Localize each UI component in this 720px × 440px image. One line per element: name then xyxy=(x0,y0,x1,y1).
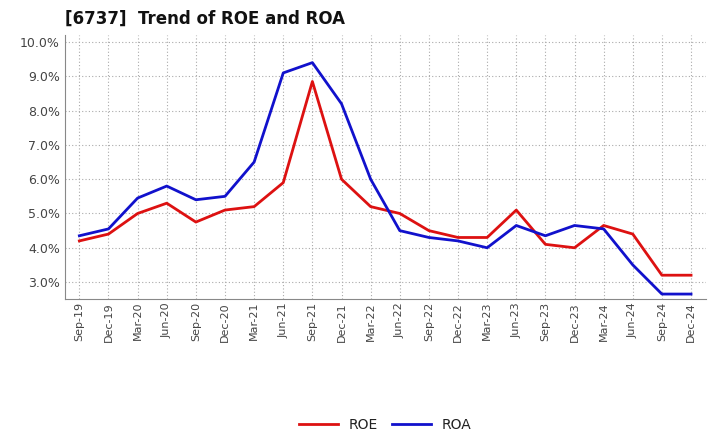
ROE xyxy=(599,223,608,228)
Line: ROE: ROE xyxy=(79,81,691,275)
ROA xyxy=(220,194,229,199)
ROA xyxy=(629,262,637,268)
ROE xyxy=(687,272,696,278)
ROE xyxy=(395,211,404,216)
ROE xyxy=(250,204,258,209)
ROA xyxy=(279,70,287,76)
ROA xyxy=(570,223,579,228)
ROE xyxy=(570,245,579,250)
ROA xyxy=(308,60,317,65)
ROA xyxy=(483,245,492,250)
ROE xyxy=(192,220,200,225)
ROA xyxy=(395,228,404,233)
ROA xyxy=(425,235,433,240)
ROE xyxy=(425,228,433,233)
ROE xyxy=(483,235,492,240)
ROA xyxy=(657,291,666,297)
ROE xyxy=(220,207,229,213)
ROA xyxy=(599,226,608,231)
Line: ROA: ROA xyxy=(79,62,691,294)
ROE xyxy=(541,242,550,247)
ROA xyxy=(250,159,258,165)
ROE xyxy=(337,176,346,182)
ROA xyxy=(454,238,462,244)
ROE xyxy=(104,231,113,237)
ROA xyxy=(541,233,550,238)
ROE xyxy=(454,235,462,240)
Text: [6737]  Trend of ROE and ROA: [6737] Trend of ROE and ROA xyxy=(65,10,345,28)
ROE xyxy=(629,231,637,237)
ROA xyxy=(104,226,113,231)
ROE xyxy=(657,272,666,278)
ROA xyxy=(75,233,84,238)
ROA xyxy=(687,291,696,297)
ROE xyxy=(308,79,317,84)
ROA xyxy=(512,223,521,228)
ROE xyxy=(163,201,171,206)
ROA xyxy=(366,176,375,182)
ROE xyxy=(512,207,521,213)
ROA xyxy=(163,183,171,189)
ROE xyxy=(279,180,287,185)
ROE xyxy=(133,211,142,216)
ROA xyxy=(192,197,200,202)
ROA xyxy=(133,195,142,201)
Legend: ROE, ROA: ROE, ROA xyxy=(293,412,477,437)
ROE xyxy=(366,204,375,209)
ROA xyxy=(337,101,346,106)
ROE xyxy=(75,238,84,244)
